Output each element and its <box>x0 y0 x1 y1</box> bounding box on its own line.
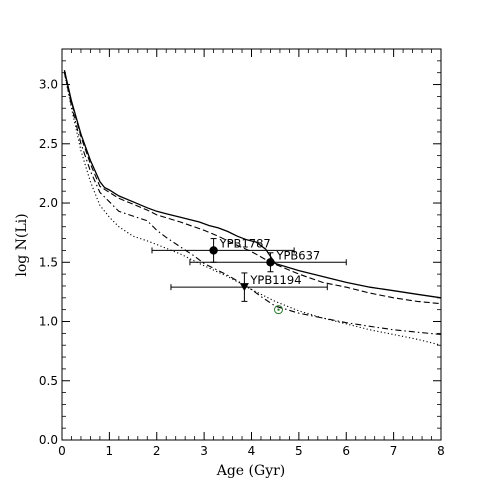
series-line-solid <box>63 70 442 299</box>
x-axis-label: Age (Gyr) <box>216 463 286 479</box>
data-point-ypb1194: YPB1194 <box>170 272 328 302</box>
model-lines <box>63 70 442 346</box>
point-marker <box>209 246 218 255</box>
x-tick-label: 6 <box>342 444 350 458</box>
y-tick-label: 0.0 <box>39 433 58 447</box>
y-axis-label: log N(Li) <box>14 213 30 276</box>
point-marker <box>239 283 249 292</box>
sun-marker <box>274 305 284 315</box>
axes: 0 1 2 3 4 5 6 7 8 0.0 0.5 1.0 1.5 2.0 2.5 3.0 <box>39 48 445 458</box>
point-label: YPB1787 <box>219 236 271 250</box>
sun-marker-ring <box>274 305 284 315</box>
y-tick-label: 1.0 <box>39 315 58 329</box>
y-tick-label: 2.0 <box>39 196 58 210</box>
sun-marker-dot <box>277 308 280 311</box>
x-tick-label: 1 <box>106 444 114 458</box>
x-tick-label: 5 <box>295 444 303 458</box>
x-tick-label: 7 <box>390 444 398 458</box>
x-tick-label: 8 <box>437 444 445 458</box>
x-tick-label: 0 <box>58 444 66 458</box>
y-tick-label: 2.5 <box>39 137 58 151</box>
data-points: YPB1787 YPB637 YPB1194 <box>151 236 347 315</box>
data-point-ypb1787: YPB1787 <box>151 236 295 263</box>
data-point-ypb637: YPB637 <box>189 248 347 273</box>
series-line-dashed <box>63 70 442 305</box>
y-tick-label: 1.5 <box>39 255 58 269</box>
x-tick-label: 2 <box>153 444 161 458</box>
y-tick-label: 3.0 <box>39 78 58 92</box>
point-label: YPB1194 <box>249 273 301 287</box>
y-tick-label: 0.5 <box>39 374 58 388</box>
point-label: YPB637 <box>275 248 320 262</box>
point-marker <box>266 258 275 267</box>
x-tick-label: 3 <box>200 444 208 458</box>
series-line-dash-dot <box>63 72 442 336</box>
x-tick-label: 4 <box>248 444 256 458</box>
